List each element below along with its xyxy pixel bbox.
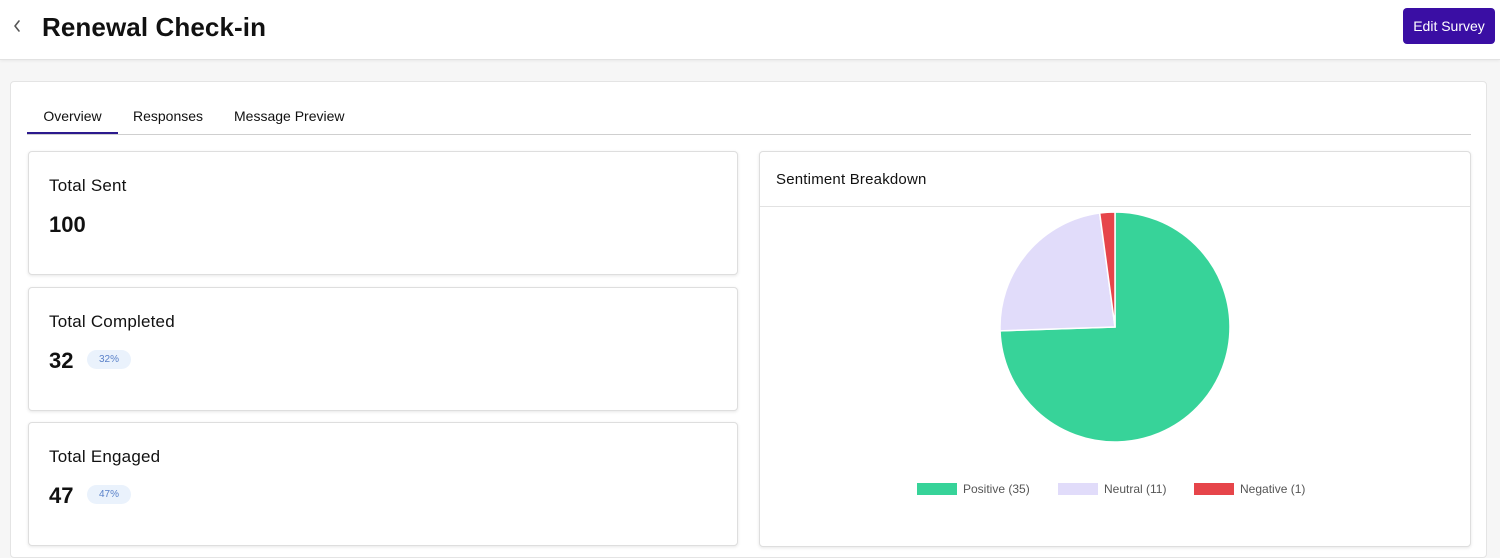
stat-value: 100 (49, 212, 86, 237)
pie-slice-negative[interactable] (1098, 211, 1116, 328)
legend-swatch (1058, 483, 1098, 495)
tab-bar: Overview Responses Message Preview (27, 102, 1471, 135)
tab-overview[interactable]: Overview (27, 108, 118, 134)
legend-item-neutral[interactable]: Neutral (11) (1058, 482, 1166, 496)
stat-value: 47 (49, 483, 74, 508)
top-bar: Renewal Check-in Edit Survey (0, 0, 1500, 60)
stat-label: Total Sent (49, 176, 127, 195)
page-title: Renewal Check-in (42, 12, 267, 42)
pie-slice-neutral[interactable] (999, 212, 1116, 332)
legend-label: Neutral (11) (1104, 482, 1167, 496)
stat-label: Total Engaged (49, 447, 161, 466)
stat-label: Total Completed (49, 312, 175, 331)
back-arrow-icon[interactable] (8, 16, 26, 36)
legend-label: Negative (1) (1240, 482, 1306, 496)
chart-legend: Positive (35) Neutral (11) Negative (1) (760, 482, 1470, 502)
sentiment-pie-chart (999, 211, 1231, 443)
legend-swatch (917, 483, 957, 495)
percent-badge: 47% (87, 485, 131, 504)
stat-card-total-completed: Total Completed 32 32% (28, 287, 738, 411)
sentiment-chart-card: Sentiment Breakdown Positive (35) Neutra… (759, 151, 1471, 547)
stat-value: 32 (49, 348, 74, 373)
percent-badge: 32% (87, 350, 131, 369)
edit-survey-button[interactable]: Edit Survey (1403, 8, 1495, 44)
legend-item-positive[interactable]: Positive (35) (917, 482, 1030, 496)
chart-header: Sentiment Breakdown (760, 152, 1470, 207)
legend-label: Positive (35) (963, 482, 1030, 496)
stat-card-total-engaged: Total Engaged 47 47% (28, 422, 738, 546)
legend-swatch (1194, 483, 1234, 495)
tab-responses[interactable]: Responses (133, 108, 204, 124)
main-panel: Overview Responses Message Preview Total… (10, 81, 1487, 558)
tab-message-preview[interactable]: Message Preview (234, 108, 345, 124)
stat-card-total-sent: Total Sent 100 (28, 151, 738, 275)
chart-title: Sentiment Breakdown (776, 171, 927, 188)
pie-slice-positive[interactable] (999, 211, 1231, 443)
legend-item-negative[interactable]: Negative (1) (1194, 482, 1305, 496)
